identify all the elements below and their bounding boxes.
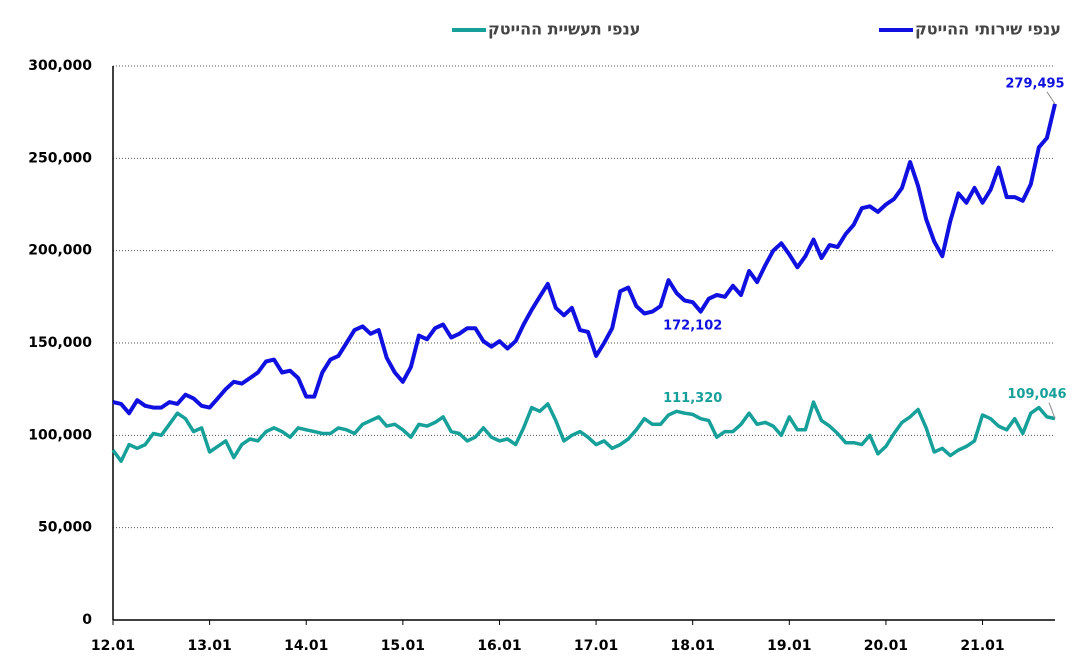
- leader-line: [1048, 402, 1056, 419]
- legend-label: ענפי שירותי ההייטק: [915, 20, 1061, 39]
- x-tick-label: 20.01: [864, 638, 908, 654]
- x-tick-label: 19.01: [767, 638, 811, 654]
- y-tick-label: 200,000: [28, 243, 92, 259]
- y-tick-label: 100,000: [28, 427, 92, 443]
- x-tick-label: 21.01: [960, 638, 1004, 654]
- y-tick-label: 150,000: [28, 335, 92, 351]
- legend-label: ענפי תעשיית ההייטק: [488, 20, 640, 39]
- x-tick-label: 17.01: [574, 638, 618, 654]
- data-label: 111,320: [663, 391, 722, 406]
- x-tick-label: 13.01: [187, 638, 231, 654]
- leader-line: [1046, 91, 1056, 105]
- data-label: 172,102: [663, 319, 722, 334]
- x-tick-label: 18.01: [671, 638, 715, 654]
- x-tick-label: 14.01: [284, 638, 328, 654]
- series-line: [112, 103, 1057, 416]
- data-label: 109,046: [1007, 387, 1066, 402]
- y-tick-label: 50,000: [38, 520, 92, 536]
- data-label: 279,495: [1005, 76, 1064, 91]
- x-tick-label: 15.01: [381, 638, 425, 654]
- y-tick-label: 300,000: [28, 58, 92, 74]
- series-line: [111, 400, 1056, 463]
- y-tick-label: 250,000: [28, 150, 92, 166]
- x-tick-label: 12.01: [91, 638, 135, 654]
- y-tick-label: 0: [82, 612, 92, 628]
- x-tick-label: 16.01: [477, 638, 521, 654]
